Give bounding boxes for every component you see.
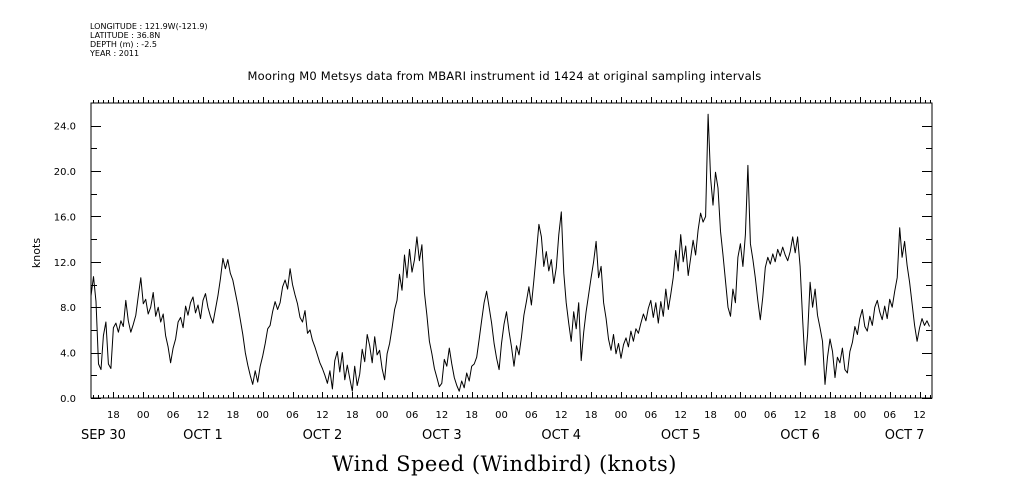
x-day-label: OCT 1 <box>183 428 223 443</box>
y-tick-label: 12.0 <box>54 258 76 269</box>
x-hour-label: 00 <box>615 410 628 421</box>
x-hour-label: 06 <box>525 410 538 421</box>
x-hour-label: 06 <box>883 410 896 421</box>
x-hour-label: 12 <box>197 410 210 421</box>
x-hour-label: 18 <box>465 410 478 421</box>
y-tick-label: 16.0 <box>54 212 76 223</box>
x-hour-label: 00 <box>256 410 269 421</box>
x-day-label: OCT 2 <box>303 428 343 443</box>
y-tick-label: 0.0 <box>60 394 76 405</box>
year-label: YEAR : 2011 <box>90 49 140 58</box>
x-hour-label: 12 <box>674 410 687 421</box>
chart-title: Mooring M0 Metsys data from MBARI instru… <box>247 69 762 83</box>
x-hour-label: 06 <box>406 410 419 421</box>
x-hour-label: 18 <box>585 410 598 421</box>
y-axis-label: knots <box>30 238 43 268</box>
latitude-label: LATITUDE : 36.8N <box>90 31 161 40</box>
x-hour-label: 06 <box>286 410 299 421</box>
x-hour-label: 12 <box>316 410 329 421</box>
x-day-label: OCT 7 <box>885 428 925 443</box>
x-day-label: OCT 6 <box>780 428 820 443</box>
x-day-label: OCT 4 <box>541 428 581 443</box>
x-hour-label: 12 <box>435 410 448 421</box>
x-day-label: SEP 30 <box>81 428 126 443</box>
plot-frame <box>90 102 933 399</box>
depth-label: DEPTH (m) : -2.5 <box>90 40 157 49</box>
x-hour-label: 06 <box>764 410 777 421</box>
wind-speed-chart: 0.0 4.0 8.0 12.0 16.0 20.0 24.0 18 00 06 12 18 00 06 1… <box>30 97 933 443</box>
x-hour-label: 18 <box>704 410 717 421</box>
x-hour-label: 12 <box>555 410 568 421</box>
wind-speed-series-line <box>90 113 930 392</box>
y-tick-label: 20.0 <box>54 167 76 178</box>
x-hour-label: 18 <box>226 410 239 421</box>
plot-variable-title: Wind Speed (Windbird) (knots) <box>332 452 677 476</box>
longitude-label: LONGITUDE : 121.9W(-121.9) <box>90 22 208 31</box>
x-day-label: OCT 3 <box>422 428 462 443</box>
x-hour-label: 12 <box>913 410 926 421</box>
x-day-label: OCT 5 <box>661 428 701 443</box>
x-hour-label: 12 <box>794 410 807 421</box>
x-hour-label: 18 <box>824 410 837 421</box>
x-hour-label: 18 <box>107 410 120 421</box>
y-tick-label: 4.0 <box>60 349 76 360</box>
x-hour-label: 18 <box>346 410 359 421</box>
y-tick-label: 8.0 <box>60 303 76 314</box>
x-hour-label: 06 <box>167 410 180 421</box>
x-hour-label: 00 <box>495 410 508 421</box>
x-hour-label: 00 <box>376 410 389 421</box>
x-hour-label: 00 <box>734 410 747 421</box>
x-hour-label: 00 <box>137 410 150 421</box>
x-hour-label: 06 <box>644 410 657 421</box>
x-hour-label: 00 <box>853 410 866 421</box>
metadata-block: LONGITUDE : 121.9W(-121.9) LATITUDE : 36… <box>90 22 208 58</box>
y-tick-label: 24.0 <box>54 122 76 133</box>
